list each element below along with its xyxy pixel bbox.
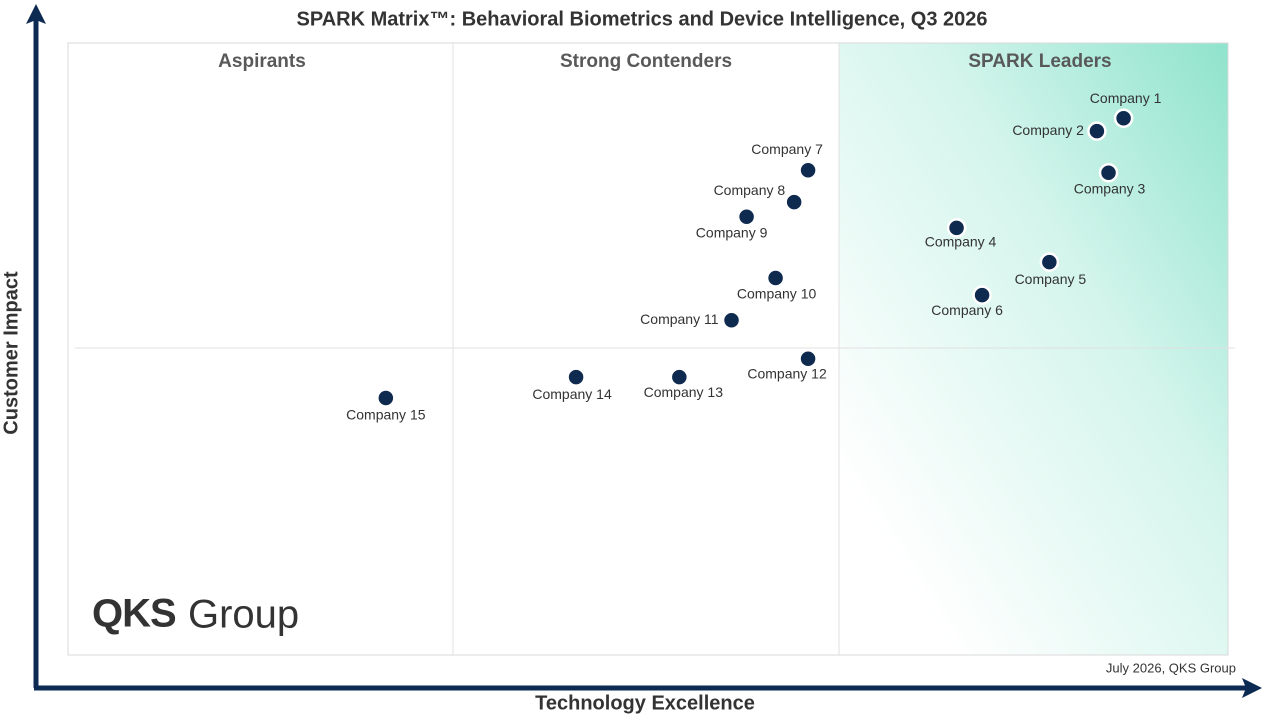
data-point: [736, 207, 757, 227]
chart-title: SPARK Matrix™: Behavioral Biometrics and…: [297, 8, 988, 30]
point-label: Company 15: [346, 407, 426, 423]
data-point: [784, 192, 804, 212]
data-point: [946, 218, 967, 238]
point-label: Company 11: [640, 311, 719, 327]
point-label: Company 13: [644, 384, 724, 400]
data-point: [765, 268, 786, 288]
point-label: Company 2: [1012, 122, 1084, 138]
data-point: [1087, 121, 1107, 141]
data-point: [669, 367, 690, 387]
data-point: [798, 349, 818, 369]
plot-frame: [67, 42, 1229, 656]
point-label: Company 5: [1015, 271, 1087, 287]
point-label: Company 10: [737, 286, 817, 302]
point-label: Company 6: [931, 302, 1003, 318]
point-label: Company 9: [696, 225, 768, 241]
data-point: [1098, 162, 1119, 183]
point-label: Company 4: [925, 234, 997, 250]
y-axis-label: Customer Impact: [0, 271, 22, 435]
leader-zone: [839, 43, 1228, 655]
data-point: [721, 310, 742, 330]
point-label: Company 14: [532, 386, 612, 402]
quadrant-label: Aspirants: [218, 51, 306, 72]
data-point: [376, 388, 396, 408]
point-label: Company 7: [751, 141, 823, 157]
quadrant-label: Strong Contenders: [560, 51, 732, 72]
point-label: Company 12: [747, 365, 827, 381]
point-label: Company 8: [714, 182, 786, 198]
data-point: [1039, 252, 1060, 272]
data-point: [1113, 108, 1134, 129]
source-note: July 2026, QKS Group: [1106, 660, 1236, 675]
data-point: [798, 160, 818, 181]
quadrant-label: SPARK Leaders: [968, 51, 1111, 72]
logo-mark: QKS: [92, 592, 176, 636]
data-point: [972, 285, 992, 305]
point-label: Company 1: [1090, 90, 1162, 106]
data-point: [566, 367, 586, 387]
point-label: Company 3: [1074, 180, 1146, 196]
logo-word: Group: [188, 593, 299, 637]
x-axis-label: Technology Excellence: [535, 692, 755, 714]
